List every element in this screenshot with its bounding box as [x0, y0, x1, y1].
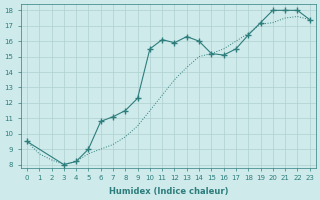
- X-axis label: Humidex (Indice chaleur): Humidex (Indice chaleur): [108, 187, 228, 196]
